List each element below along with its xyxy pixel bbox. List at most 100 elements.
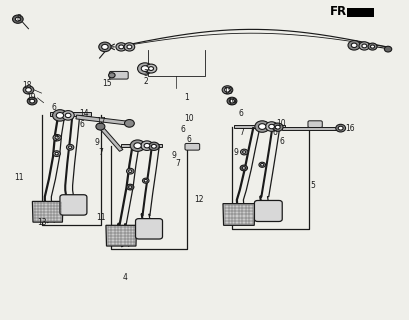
Text: 15: 15 xyxy=(102,79,112,88)
Circle shape xyxy=(367,43,376,50)
Circle shape xyxy=(142,178,148,183)
Text: 16: 16 xyxy=(344,124,354,132)
Text: 6: 6 xyxy=(271,128,276,137)
Text: 6: 6 xyxy=(238,109,243,118)
Circle shape xyxy=(56,113,63,118)
Circle shape xyxy=(55,136,59,139)
FancyBboxPatch shape xyxy=(254,200,281,221)
Text: 7: 7 xyxy=(175,159,180,168)
Text: 11: 11 xyxy=(14,173,24,182)
Polygon shape xyxy=(281,126,339,130)
FancyBboxPatch shape xyxy=(135,219,162,239)
Text: 19: 19 xyxy=(226,98,236,107)
Text: 18: 18 xyxy=(22,81,32,90)
Text: 13: 13 xyxy=(37,218,46,227)
Circle shape xyxy=(99,42,111,52)
Circle shape xyxy=(65,113,71,118)
Polygon shape xyxy=(99,126,123,151)
Text: 3: 3 xyxy=(143,69,148,78)
Text: 17: 17 xyxy=(96,117,106,126)
Polygon shape xyxy=(49,112,90,116)
Circle shape xyxy=(101,44,108,50)
Text: 10: 10 xyxy=(275,119,285,128)
Circle shape xyxy=(151,144,156,148)
FancyBboxPatch shape xyxy=(109,71,128,79)
Polygon shape xyxy=(32,201,63,222)
Circle shape xyxy=(145,64,156,73)
Circle shape xyxy=(242,167,245,169)
Circle shape xyxy=(141,141,153,150)
Circle shape xyxy=(52,110,67,121)
Text: 2: 2 xyxy=(143,77,148,86)
Text: 6: 6 xyxy=(51,103,56,112)
Text: 4: 4 xyxy=(123,273,128,282)
Circle shape xyxy=(358,42,369,50)
Text: 7: 7 xyxy=(239,128,244,137)
Circle shape xyxy=(130,140,144,151)
Circle shape xyxy=(351,43,356,48)
Circle shape xyxy=(53,151,60,156)
Circle shape xyxy=(124,120,134,127)
Circle shape xyxy=(148,67,153,70)
FancyBboxPatch shape xyxy=(184,143,199,150)
Circle shape xyxy=(128,170,132,172)
Circle shape xyxy=(25,88,31,92)
Polygon shape xyxy=(233,125,284,128)
Circle shape xyxy=(227,97,236,105)
Circle shape xyxy=(126,184,134,190)
Circle shape xyxy=(96,123,105,130)
Text: 5: 5 xyxy=(310,181,315,190)
Text: 6: 6 xyxy=(186,135,191,144)
FancyBboxPatch shape xyxy=(60,195,87,215)
FancyBboxPatch shape xyxy=(307,121,321,127)
Text: 7: 7 xyxy=(53,135,58,144)
Circle shape xyxy=(119,45,124,49)
Circle shape xyxy=(240,165,247,171)
Circle shape xyxy=(272,123,282,131)
Circle shape xyxy=(260,164,263,166)
Circle shape xyxy=(254,121,269,132)
Text: 8: 8 xyxy=(17,14,21,23)
Circle shape xyxy=(229,99,234,103)
Text: 9: 9 xyxy=(171,151,176,160)
Text: 19: 19 xyxy=(27,93,36,102)
Circle shape xyxy=(27,97,37,105)
Circle shape xyxy=(62,111,74,120)
Circle shape xyxy=(29,99,34,103)
Circle shape xyxy=(384,46,391,52)
Circle shape xyxy=(144,143,149,148)
Text: 1: 1 xyxy=(184,93,189,102)
Text: 9: 9 xyxy=(233,148,238,156)
Text: 6: 6 xyxy=(279,137,283,146)
Circle shape xyxy=(361,44,366,48)
Circle shape xyxy=(66,144,74,150)
Polygon shape xyxy=(222,204,254,225)
Text: 6: 6 xyxy=(80,120,85,130)
Circle shape xyxy=(55,152,58,155)
Circle shape xyxy=(124,43,135,51)
Circle shape xyxy=(116,43,126,51)
Text: 14: 14 xyxy=(79,109,89,118)
Circle shape xyxy=(68,146,72,148)
Polygon shape xyxy=(76,115,130,125)
Circle shape xyxy=(224,88,230,92)
Text: 7: 7 xyxy=(98,148,103,156)
Circle shape xyxy=(274,125,279,129)
Circle shape xyxy=(242,151,245,153)
Text: FR.: FR. xyxy=(329,5,351,18)
Circle shape xyxy=(53,134,61,141)
Circle shape xyxy=(128,186,132,188)
Text: 11: 11 xyxy=(96,213,105,222)
Circle shape xyxy=(108,73,115,78)
Polygon shape xyxy=(121,144,162,147)
Circle shape xyxy=(337,126,342,130)
Circle shape xyxy=(335,124,345,132)
Text: 9: 9 xyxy=(94,138,99,147)
Circle shape xyxy=(240,149,247,155)
Circle shape xyxy=(137,63,152,74)
Circle shape xyxy=(144,180,147,182)
Circle shape xyxy=(347,41,360,50)
Circle shape xyxy=(148,142,159,150)
Polygon shape xyxy=(106,225,136,246)
Text: 6: 6 xyxy=(180,125,184,134)
